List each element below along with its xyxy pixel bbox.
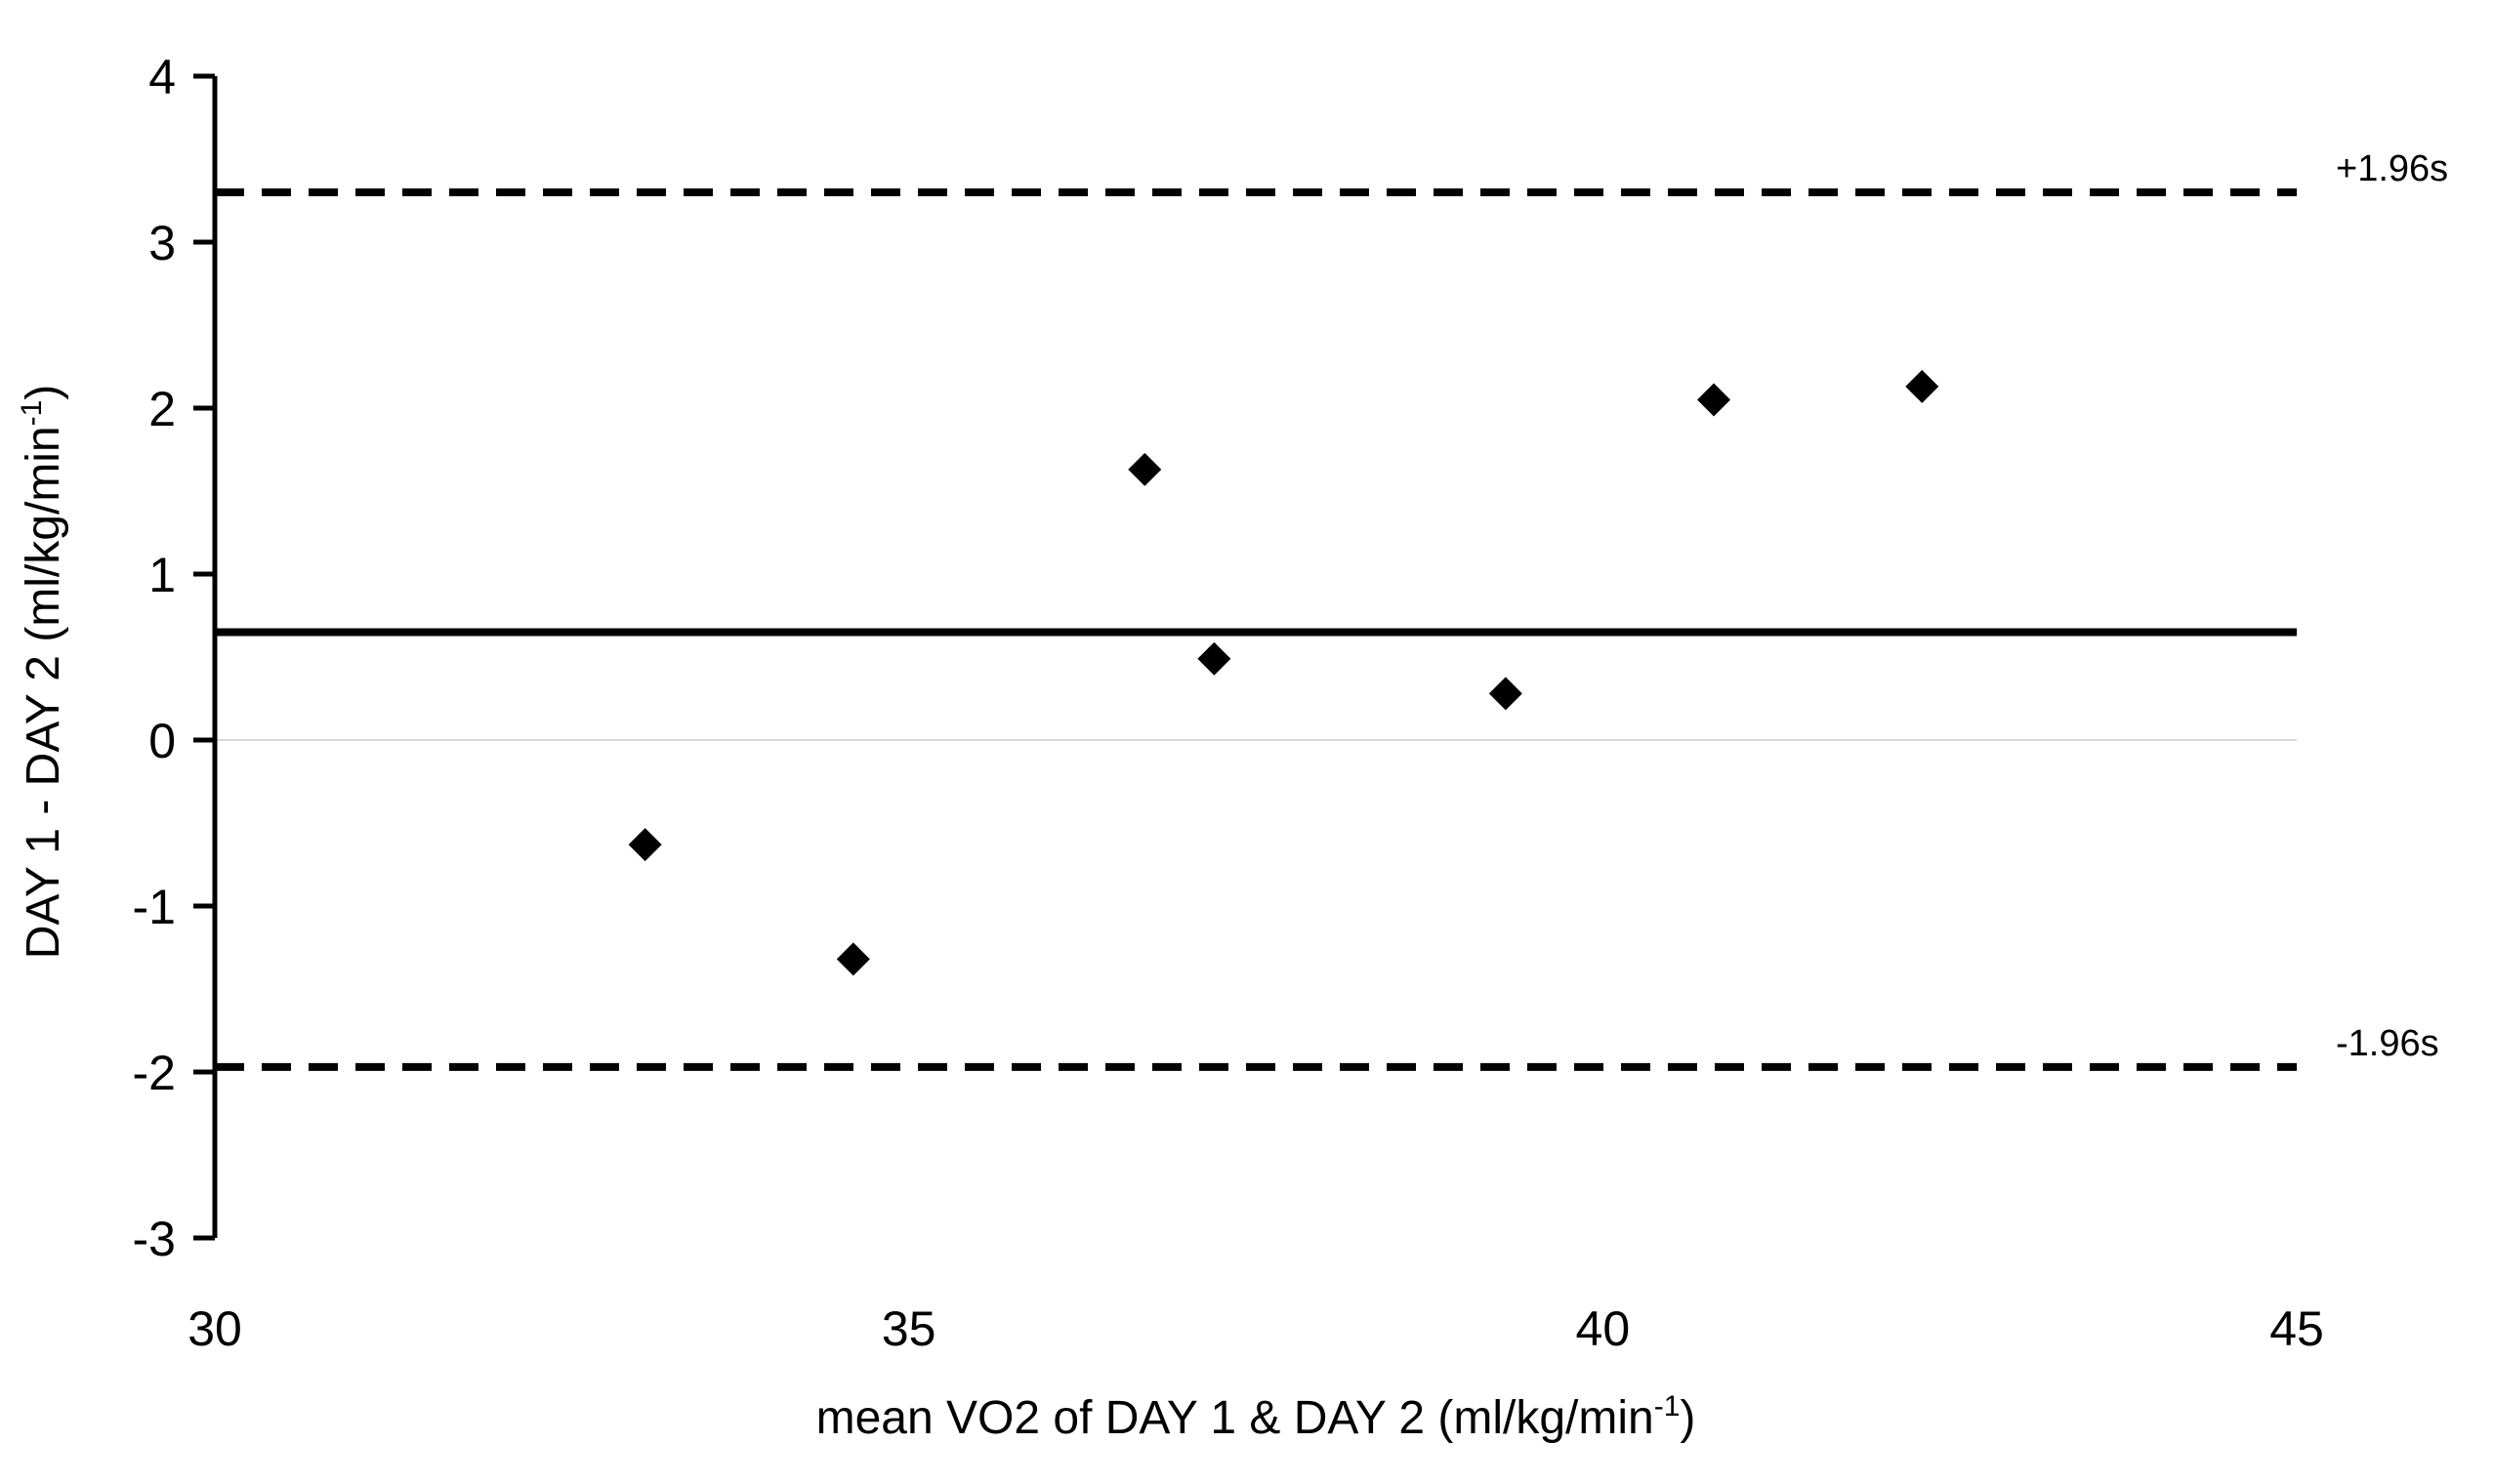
data-point-diamond bbox=[836, 942, 870, 976]
x-tick-label: 45 bbox=[2269, 1301, 2324, 1356]
y-tick-label: -1 bbox=[133, 880, 176, 934]
data-point-diamond bbox=[1197, 641, 1231, 676]
y-tick-label: 3 bbox=[148, 216, 176, 270]
data-point-diamond bbox=[1128, 452, 1162, 486]
x-tick-label: 40 bbox=[1576, 1301, 1631, 1356]
upper-limit-label: +1.96s bbox=[2336, 148, 2448, 189]
y-axis-title: DAY 1 - DAY 2 (ml/kg/min-1) bbox=[16, 385, 69, 960]
x-tick-label: 35 bbox=[882, 1301, 936, 1356]
y-tick-label: -2 bbox=[133, 1046, 176, 1100]
data-point-diamond bbox=[1905, 369, 1939, 403]
x-tick-label: 30 bbox=[187, 1301, 242, 1356]
data-point-diamond bbox=[1697, 383, 1731, 417]
y-tick-label: 2 bbox=[148, 382, 176, 436]
data-points bbox=[628, 369, 1939, 976]
axes bbox=[193, 73, 218, 1241]
y-tick-label: 1 bbox=[148, 548, 176, 602]
y-tick-label: -3 bbox=[133, 1212, 176, 1266]
y-tick-label: 0 bbox=[148, 714, 176, 768]
y-tick-label: 4 bbox=[148, 50, 176, 104]
x-axis-title: mean VO2 of DAY 1 & DAY 2 (ml/kg/min-1) bbox=[816, 1390, 1696, 1444]
lower-limit-label: -1.96s bbox=[2336, 1023, 2439, 1064]
reference-lines: +1.96s -1.96s bbox=[215, 148, 2448, 1071]
data-point-diamond bbox=[1488, 677, 1522, 711]
tick-labels: 4 3 2 1 0 -1 -2 -330 35 40 45 bbox=[133, 50, 2324, 1356]
data-point-diamond bbox=[628, 828, 662, 862]
